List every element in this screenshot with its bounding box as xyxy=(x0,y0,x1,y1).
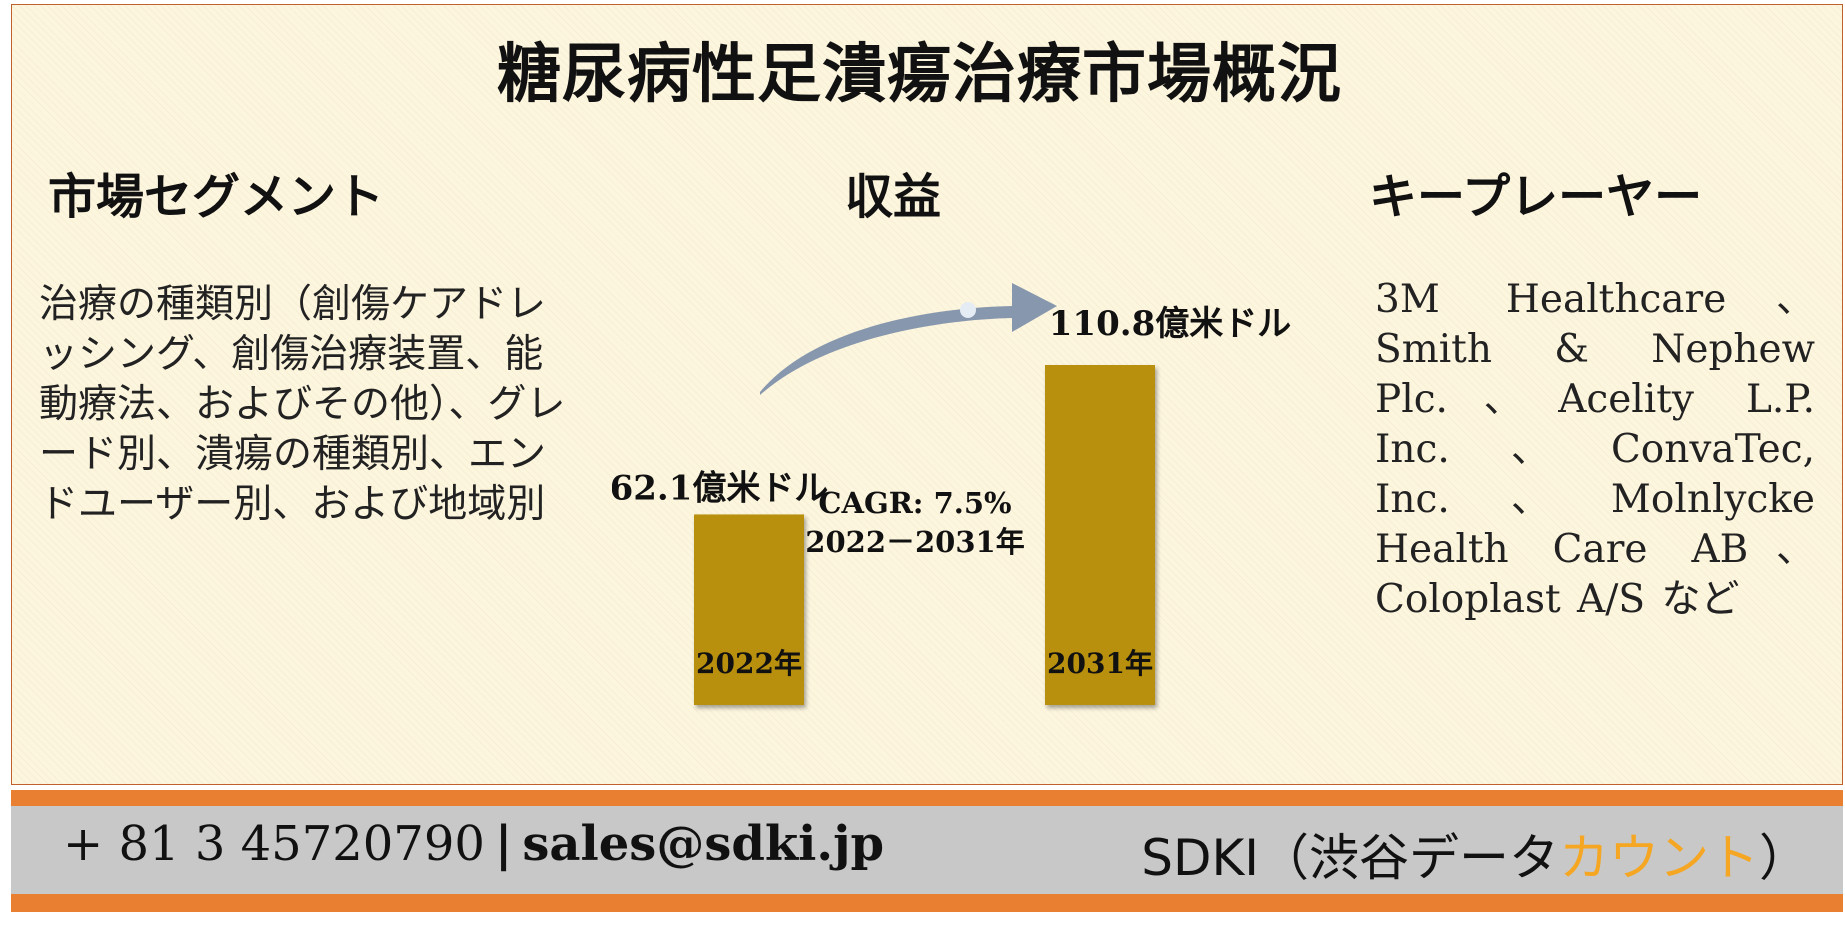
brand-end: ） xyxy=(1759,829,1809,887)
value-label-2031: 110.8億米ドル xyxy=(1049,304,1291,344)
overview-panel: 糖尿病性足潰瘍治療市場概況 市場セグメント 収益 キープレーヤー 治療の種類別（… xyxy=(11,4,1843,785)
brand-main: SDKI（渋谷データ xyxy=(1141,829,1559,887)
bar-2031 xyxy=(1045,365,1155,705)
page-title: 糖尿病性足潰瘍治療市場概況 xyxy=(497,37,1342,112)
growth-arrow xyxy=(760,283,1057,395)
contact-separator: | xyxy=(494,816,513,872)
category-label-2031: 2031年 xyxy=(1047,647,1153,680)
phone-number: + 81 3 45720790 xyxy=(63,816,485,872)
arrow-dot xyxy=(960,302,976,318)
segment-description: 治療の種類別（創傷ケアドレッシング、創傷治療装置、能動療法、およびその他）、グレ… xyxy=(39,282,566,527)
key-players-heading: キープレーヤー xyxy=(1369,169,1703,225)
key-players-list: 3M Healthcare、Smith & Nephew Plc.、Acelit… xyxy=(1375,277,1815,622)
category-label-2022: 2022年 xyxy=(696,647,802,680)
cagr-period-label: 2022－2031年 xyxy=(805,525,1024,559)
brand-accent: カウント xyxy=(1559,829,1759,887)
bar-2022 xyxy=(694,514,804,705)
footer-bar: + 81 3 45720790 | sales@sdki.jp SDKI（渋谷データ… xyxy=(11,790,1843,912)
email-link[interactable]: sales@sdki.jp xyxy=(522,816,885,872)
revenue-chart: 62.1億米ドル 110.8億米ドル 2022年 2031年 CAGR: 7.5… xyxy=(612,283,1291,705)
cagr-label: CAGR: 7.5% xyxy=(818,486,1011,520)
contact-info: + 81 3 45720790 | sales@sdki.jp xyxy=(63,816,884,872)
brand-name: SDKI（渋谷データカウント） xyxy=(1141,818,1809,890)
value-label-2022: 62.1億米ドル xyxy=(612,468,828,508)
segment-heading: 市場セグメント xyxy=(48,169,385,225)
revenue-heading: 収益 xyxy=(845,169,942,225)
footer-inner: + 81 3 45720790 | sales@sdki.jp SDKI（渋谷データ… xyxy=(11,806,1843,894)
